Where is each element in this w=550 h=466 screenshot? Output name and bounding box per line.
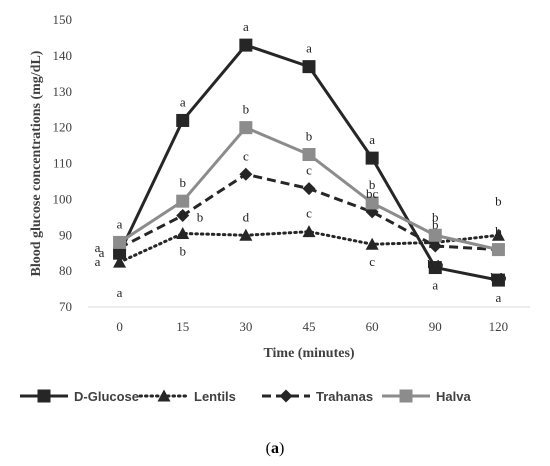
- series-d-glucose: [113, 38, 505, 287]
- data-label: a: [306, 41, 312, 56]
- data-point: [113, 235, 127, 249]
- x-tick-label: 45: [303, 319, 316, 334]
- data-point: [239, 228, 253, 241]
- data-label: b: [369, 177, 376, 192]
- data-label: c: [306, 163, 312, 178]
- data-label: c: [306, 206, 312, 221]
- data-point: [428, 228, 442, 242]
- data-label: b: [179, 175, 186, 190]
- data-label: a: [117, 285, 123, 300]
- legend-label: D-Glucose: [74, 389, 139, 404]
- data-label: b,b: [427, 256, 443, 271]
- legend-marker: [279, 389, 293, 403]
- y-tick-label: 150: [53, 12, 73, 27]
- legend: D-Glucose Lentils Trahanas Halva: [20, 389, 471, 404]
- data-label: a: [95, 240, 101, 255]
- legend-label: Trahanas: [316, 389, 373, 404]
- legend-item: D-Glucose: [20, 389, 139, 404]
- data-label: c: [369, 254, 375, 269]
- data-point: [302, 148, 316, 162]
- x-tick-label: 60: [366, 319, 379, 334]
- data-label: b: [432, 217, 439, 232]
- data-label: b,b: [490, 270, 506, 285]
- legend-label: Halva: [436, 389, 471, 404]
- y-tick-label: 90: [59, 227, 72, 242]
- data-point: [113, 255, 127, 268]
- x-tick-label: 90: [429, 319, 442, 334]
- data-point: [365, 151, 379, 165]
- data-label: b: [495, 224, 502, 239]
- data-label: b: [306, 129, 313, 144]
- figure-caption: (a): [0, 440, 550, 458]
- data-label: b: [243, 102, 250, 117]
- data-point: [176, 209, 190, 223]
- data-point: [302, 182, 316, 196]
- data-point: [428, 239, 442, 253]
- data-point: [302, 60, 316, 74]
- x-tick-label: 120: [489, 319, 509, 334]
- x-axis-title: Time (minutes): [263, 346, 354, 361]
- data-label: a: [369, 132, 375, 147]
- y-tick-label: 100: [53, 191, 73, 206]
- axes: 70 80 90 100 110 120 130 140 150 0 15 30 45 60 90 120: [53, 12, 530, 334]
- caption-open: (: [265, 440, 271, 457]
- data-point: [491, 228, 505, 241]
- data-point: [302, 225, 316, 238]
- series-layer: [113, 38, 505, 287]
- data-point: [428, 261, 442, 275]
- data-label: a: [496, 290, 502, 305]
- data-point: [491, 243, 505, 257]
- y-tick-label: 140: [53, 48, 73, 63]
- data-point: [491, 273, 505, 287]
- legend-label: Lentils: [194, 389, 236, 404]
- x-tick-label: 30: [239, 319, 252, 334]
- x-tick-label: 0: [116, 319, 123, 334]
- data-point: [239, 38, 253, 52]
- legend-item: Halva: [382, 389, 471, 404]
- y-tick-label: 130: [53, 84, 73, 99]
- caption-close: ): [279, 440, 285, 457]
- data-point: [176, 226, 190, 239]
- data-point: [365, 237, 379, 250]
- legend-marker: [37, 389, 51, 403]
- data-point: [239, 167, 253, 181]
- x-tick-label: 15: [176, 319, 189, 334]
- data-label: c: [243, 148, 249, 163]
- line-chart: 70 80 90 100 110 120 130 140 150 0 15 30 45 60 90 120 a…: [20, 12, 530, 404]
- data-label: a: [99, 245, 105, 260]
- data-label: b: [179, 207, 186, 222]
- data-label: a: [432, 278, 438, 293]
- y-axis-title: Blood glucose concentrations (mg/dL): [29, 50, 44, 276]
- y-tick-label: 80: [59, 263, 72, 278]
- data-point: [176, 194, 190, 208]
- data-point: [176, 113, 190, 127]
- data-label: a: [243, 19, 249, 34]
- legend-item: Lentils: [138, 389, 236, 404]
- data-label: b: [179, 243, 186, 258]
- y-tick-label: 70: [59, 299, 72, 314]
- series-lentils: [113, 225, 505, 268]
- y-tick-label: 110: [53, 156, 72, 171]
- data-point: [365, 196, 379, 210]
- legend-marker: [157, 389, 171, 402]
- data-label: a: [180, 94, 186, 109]
- data-label: b: [432, 209, 439, 224]
- data-label: b: [495, 193, 502, 208]
- data-label: a: [117, 216, 123, 231]
- caption-letter: a: [271, 440, 279, 457]
- legend-item: Trahanas: [262, 389, 373, 404]
- data-label: b: [197, 210, 204, 225]
- data-label: a: [95, 254, 101, 269]
- data-label: d: [243, 209, 250, 224]
- data-label: bc: [366, 186, 379, 201]
- series-halva: [113, 121, 505, 257]
- data-point: [239, 121, 253, 135]
- y-tick-label: 120: [53, 120, 73, 135]
- legend-marker: [399, 389, 413, 403]
